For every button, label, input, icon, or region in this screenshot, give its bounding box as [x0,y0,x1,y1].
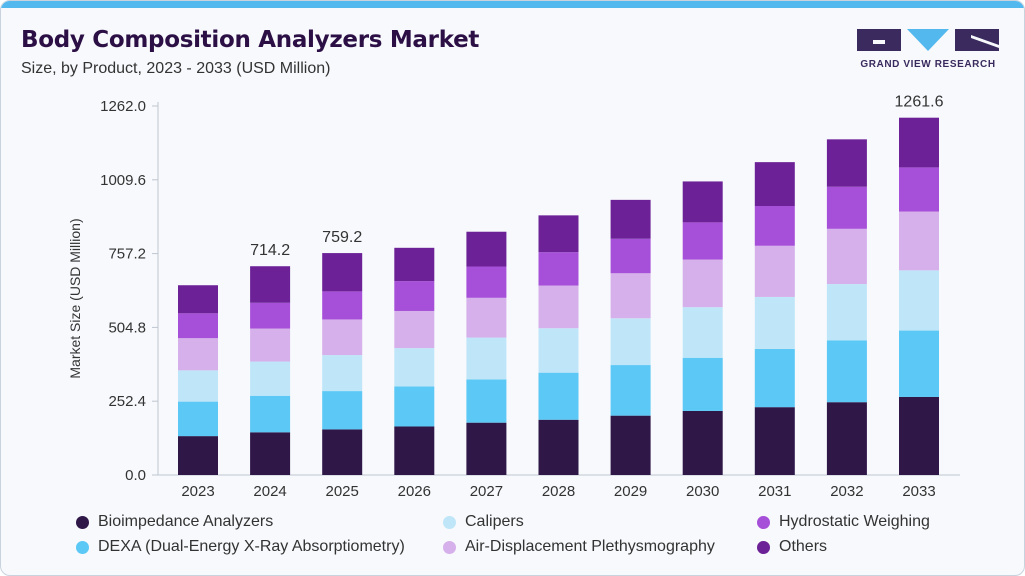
bar-segment [394,247,435,282]
chart-axes: 0.0 252.4 504.8 757.2 1009.6 1262.0 Market Siz… [67,98,960,484]
bar-segment [322,391,363,430]
bar-segment [250,395,291,433]
x-tick-label: 2033 [902,483,935,500]
bar-segment [610,273,651,319]
bar-segment [899,330,939,397]
bar-segment [466,379,507,423]
bar-segment [322,429,363,475]
bar-segment [178,313,218,339]
bar-segment [250,361,291,396]
gvr-logo-icon [857,29,999,51]
bar-segment [610,415,651,475]
bar-segment [538,252,579,286]
bar-segment [394,348,435,387]
bar-segment [394,426,435,475]
bar-segment [178,401,218,437]
y-tick-label: 504.8 [108,319,146,336]
bar-segment [178,285,218,314]
bar-segment [394,386,435,427]
bar-segment [754,296,795,349]
bar-segment [826,340,867,403]
bar-segment [394,310,435,349]
bar-segment [899,396,939,475]
chart-bars [178,117,939,475]
x-tick-label: 2023 [181,483,214,500]
bar-segment [538,372,579,420]
bar-segment [250,302,291,329]
bar-segment [466,231,507,267]
x-tick-label: 2024 [253,483,286,500]
bar-segment [826,186,867,229]
y-tick-label: 252.4 [108,393,146,410]
bar-segment [682,181,723,223]
y-tick-label: 1262.0 [100,98,146,115]
bar-segment [538,285,579,329]
bar-segment [754,348,795,408]
bar-segment [610,365,651,416]
logo-notch-right [971,35,999,48]
bar-segment [682,222,723,260]
bar-segment [466,422,507,475]
top-accent-bar [1,1,1024,8]
bar-segment [899,270,939,331]
bar-segment [682,307,723,358]
bar-segment [250,432,291,475]
bar-segment [538,328,579,373]
bar-segment [610,238,651,274]
bar-segment [682,259,723,308]
y-tick-label: 757.2 [108,246,146,263]
bar-segment [826,402,867,475]
bar-segment [178,338,218,371]
data-label: 714.2 [250,242,290,259]
bar-segment [754,245,795,297]
x-tick-label: 2028 [542,483,575,500]
bar-segment [754,162,795,206]
y-tick-label: 1009.6 [100,172,146,189]
bar-segment [538,215,579,253]
bar-segment [610,199,651,239]
bar-segment [610,318,651,366]
x-tick-label: 2029 [614,483,647,500]
bar-segment [322,319,363,356]
bar-segment [178,436,218,475]
x-tick-label: 2026 [398,483,431,500]
bar-segment [250,328,291,362]
y-tick-label: 0.0 [125,467,146,484]
x-tick-label: 2027 [470,483,503,500]
x-tick-label: 2031 [758,483,791,500]
bar-segment [754,407,795,475]
chart-labels: 2023 2024 2025 2026 2027 2028 2029 2030 2031 2032… [181,94,943,500]
bar-segment [466,297,507,338]
bar-segment [682,410,723,475]
bar-segment [250,266,291,303]
bar-segment [826,284,867,341]
bar-segment [754,205,795,246]
x-tick-label: 2030 [686,483,719,500]
bar-segment [394,281,435,311]
bar-segment [466,266,507,298]
bar-segment [322,291,363,320]
y-axis-title: Market Size (USD Million) [67,218,83,378]
data-label: 759.2 [322,229,362,246]
bar-segment [899,211,939,271]
bar-segment [322,355,363,392]
brand-name: GRAND VIEW RESEARCH [860,59,996,70]
chart-title: Body Composition Analyzers Market [21,27,480,53]
bar-segment [538,419,579,475]
bar-segment [322,253,363,292]
logo-notch-left [873,40,885,44]
chart-subtitle: Size, by Product, 2023 - 2033 (USD Milli… [21,60,331,77]
bar-segment [899,167,939,212]
data-label: 1261.6 [895,94,944,111]
bar-segment [899,117,939,168]
x-tick-label: 2025 [326,483,359,500]
bar-segment [826,228,867,285]
logo-triangle [907,29,949,51]
bar-segment [466,337,507,380]
bar-segment [682,357,723,411]
bar-segment [826,139,867,187]
x-tick-label: 2032 [830,483,863,500]
bar-segment [178,370,218,402]
